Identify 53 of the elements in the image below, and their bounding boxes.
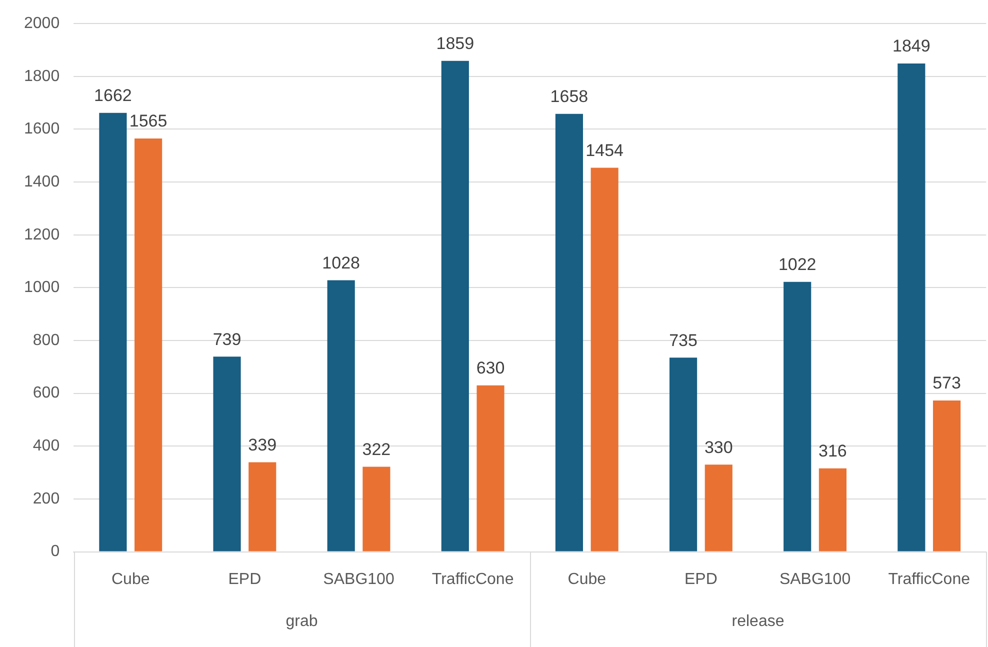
bar: [784, 282, 812, 552]
bar: [362, 466, 390, 552]
text: grab: [286, 613, 318, 630]
x-tick-label: TrafficCone: [888, 570, 970, 588]
bar: [932, 400, 961, 552]
data-label: 1454: [586, 140, 624, 160]
bar: [441, 60, 469, 552]
bar: [327, 280, 355, 552]
data-label: 316: [818, 442, 847, 461]
data-label: 630: [476, 358, 505, 378]
data-label: 1859: [436, 34, 474, 54]
y-tick-label: 600: [32, 384, 60, 402]
y-tick-label: 1200: [24, 226, 60, 244]
x-tick-label: TrafficCone: [432, 570, 514, 588]
bar: [555, 114, 584, 552]
bar: [818, 468, 846, 552]
bar: [99, 112, 127, 552]
data-label: 739: [212, 330, 242, 349]
bar: [134, 138, 162, 552]
text: release: [732, 613, 784, 630]
x-tick-label: Cube: [112, 570, 150, 588]
y-tick-label: 1400: [24, 173, 60, 190]
x-tick-label: SABG100: [779, 570, 851, 588]
data-label: 1565: [129, 112, 168, 131]
y-tick-label: 1600: [24, 120, 60, 138]
x-tick-label: SABG100: [323, 570, 394, 588]
bar: [669, 358, 698, 552]
data-label: 735: [669, 330, 698, 350]
data-label: 330: [704, 438, 733, 457]
bar: [898, 63, 926, 552]
data-label: 1849: [892, 36, 930, 56]
data-label: 322: [362, 440, 391, 459]
x-tick-label: EPD: [684, 570, 718, 588]
x-tick-label: EPD: [228, 570, 262, 588]
data-label: 1662: [94, 86, 132, 106]
x-tick-label: Cube: [568, 570, 606, 588]
data-label: 1028: [322, 253, 360, 272]
data-label: 573: [932, 374, 961, 393]
y-tick-label: 400: [32, 438, 60, 455]
y-tick-label: 1000: [24, 279, 60, 296]
y-tick-label: 800: [32, 332, 60, 349]
data-label: 1658: [550, 87, 588, 106]
bar: [213, 356, 241, 552]
bar: [476, 385, 504, 552]
bar: [704, 464, 732, 552]
bar: [590, 168, 618, 552]
y-tick-label: 2000: [24, 15, 60, 32]
data-label: 339: [248, 435, 277, 454]
y-tick-label: 1800: [24, 68, 60, 85]
bar: [248, 462, 276, 552]
data-label: 1022: [778, 255, 816, 274]
y-tick-label: 0: [50, 543, 60, 560]
y-tick-label: 200: [32, 490, 60, 508]
